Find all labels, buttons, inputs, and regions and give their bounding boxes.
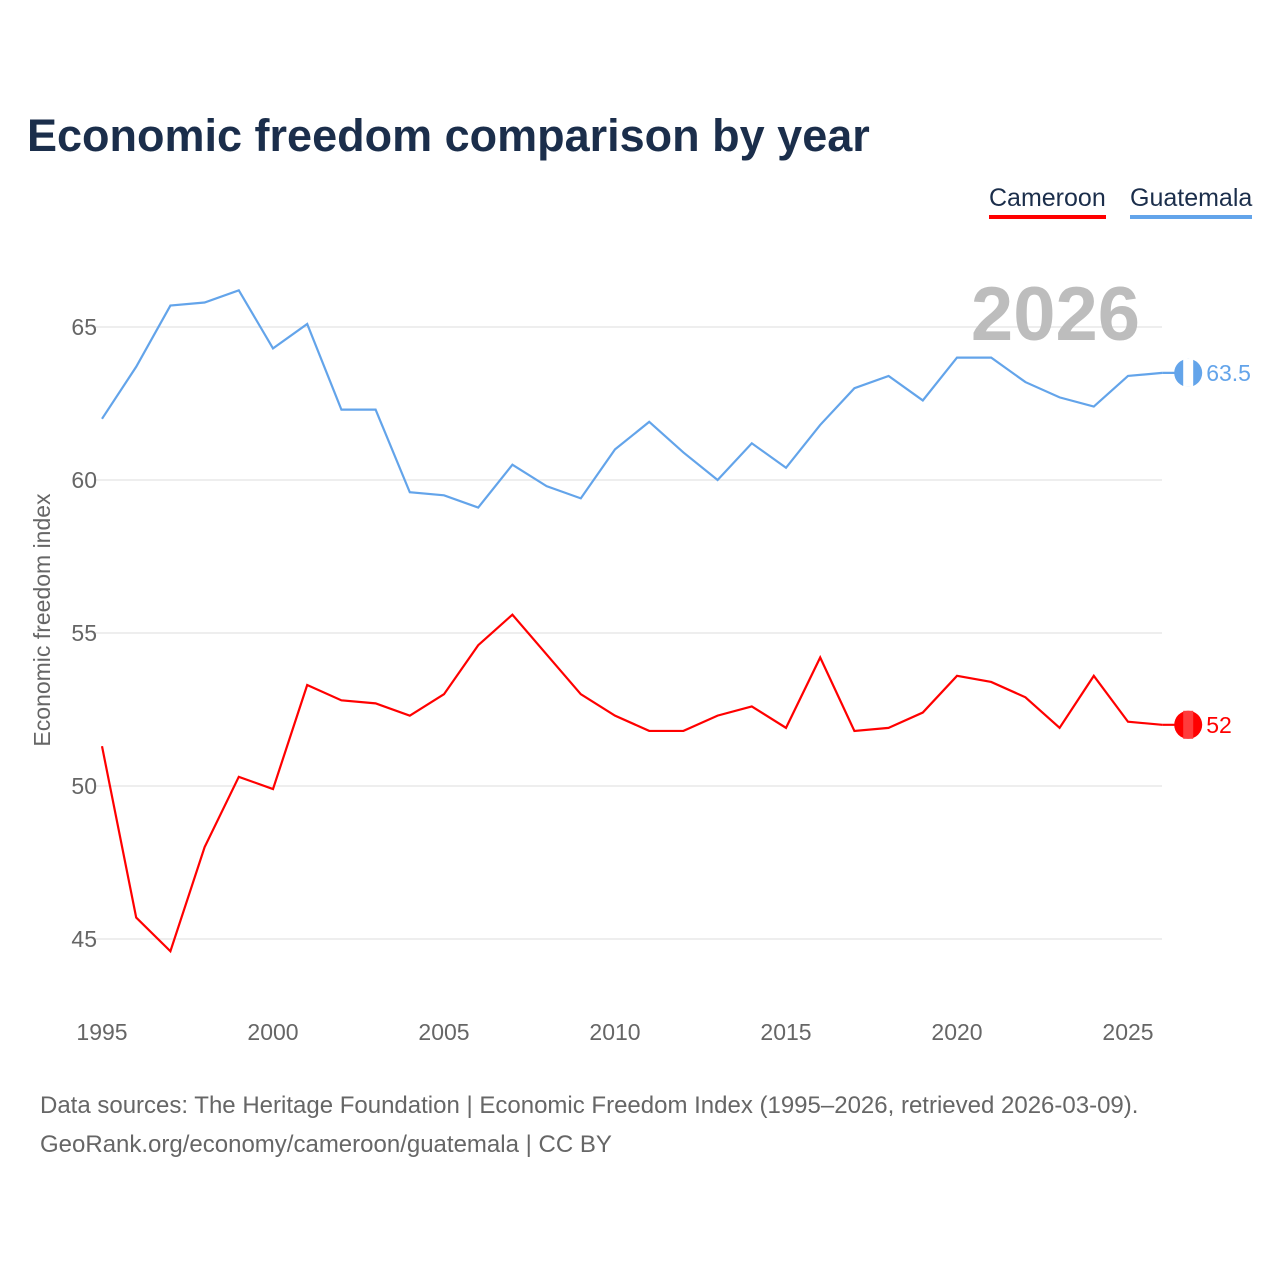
- data-point-cameroon: [783, 725, 789, 731]
- data-point-guatemala: [886, 373, 892, 379]
- data-point-cameroon: [167, 948, 173, 954]
- data-point-cameroon: [680, 728, 686, 734]
- data-point-guatemala: [509, 462, 515, 468]
- data-point-cameroon: [886, 725, 892, 731]
- data-point-guatemala: [373, 407, 379, 413]
- x-tick-label: 2020: [931, 1019, 982, 1045]
- legend-cameroon[interactable]: Cameroon: [989, 184, 1106, 219]
- data-point-cameroon: [236, 774, 242, 780]
- series-line-cameroon: [100, 613, 1163, 954]
- source-line-2[interactable]: GeoRank.org/economy/cameroon/guatemala |…: [40, 1131, 612, 1158]
- data-point-guatemala: [167, 303, 173, 309]
- data-point-cameroon: [1091, 673, 1097, 679]
- data-point-cameroon: [304, 682, 310, 688]
- series-line-guatemala: [101, 288, 1163, 509]
- data-point-guatemala: [920, 397, 926, 403]
- data-point-cameroon: [646, 728, 652, 734]
- data-point-cameroon: [270, 786, 276, 792]
- data-point-guatemala: [475, 505, 481, 511]
- x-tick-label: 2025: [1102, 1019, 1153, 1045]
- x-tick-label: 2005: [418, 1019, 469, 1045]
- flag-stripe: [1183, 358, 1194, 387]
- flag-stripe: [1183, 710, 1194, 739]
- data-point-guatemala: [1057, 394, 1063, 400]
- source-line-1: Data sources: The Heritage Foundation | …: [40, 1092, 1139, 1119]
- legend-guatemala[interactable]: Guatemala: [1130, 184, 1253, 219]
- data-point-guatemala: [646, 419, 652, 425]
- data-point-cameroon: [475, 642, 481, 648]
- data-point-cameroon: [407, 713, 413, 719]
- data-point-guatemala: [304, 321, 310, 327]
- data-point-cameroon: [817, 654, 823, 660]
- data-point-cameroon: [749, 703, 755, 709]
- data-point-guatemala: [715, 477, 721, 483]
- data-point-guatemala: [407, 489, 413, 495]
- data-point-guatemala: [749, 440, 755, 446]
- y-tick-label: 45: [71, 926, 97, 952]
- y-tick-label: 65: [71, 314, 97, 340]
- x-tick-label: 1995: [76, 1019, 127, 1045]
- data-point-guatemala: [851, 385, 857, 391]
- data-point-cameroon: [99, 743, 105, 749]
- data-point-cameroon: [715, 713, 721, 719]
- data-point-cameroon: [954, 673, 960, 679]
- data-point-guatemala: [202, 300, 208, 306]
- data-point-guatemala: [544, 483, 550, 489]
- data-point-cameroon: [1057, 725, 1063, 731]
- data-point-cameroon: [441, 691, 447, 697]
- data-point-guatemala: [1091, 404, 1097, 410]
- data-point-cameroon: [988, 679, 994, 685]
- data-point-guatemala: [441, 492, 447, 498]
- x-tick-label: 2000: [247, 1019, 298, 1045]
- data-point-cameroon: [509, 612, 515, 618]
- data-point-cameroon: [1022, 694, 1028, 700]
- data-point-guatemala: [270, 345, 276, 351]
- y-axis-label: Economic freedom index: [29, 493, 55, 747]
- year-watermark: 2026: [971, 272, 1140, 357]
- data-point-guatemala: [680, 449, 686, 455]
- y-tick-label: 50: [71, 773, 97, 799]
- data-point-cameroon: [338, 697, 344, 703]
- data-point-guatemala: [99, 416, 105, 422]
- end-value-label-guatemala: 63.5: [1206, 360, 1251, 386]
- y-tick-label: 55: [71, 620, 97, 646]
- data-point-guatemala: [1022, 379, 1028, 385]
- data-point-guatemala: [338, 407, 344, 413]
- y-tick-label: 60: [71, 467, 97, 493]
- data-point-guatemala: [612, 446, 618, 452]
- data-point-guatemala: [1125, 373, 1131, 379]
- data-point-cameroon: [851, 728, 857, 734]
- data-point-guatemala: [783, 465, 789, 471]
- data-point-guatemala: [817, 422, 823, 428]
- data-point-guatemala: [236, 287, 242, 293]
- data-point-cameroon: [373, 700, 379, 706]
- data-point-cameroon: [202, 844, 208, 850]
- data-point-cameroon: [133, 915, 139, 921]
- data-point-cameroon: [1125, 719, 1131, 725]
- data-point-guatemala: [988, 355, 994, 361]
- x-tick-label: 2010: [589, 1019, 640, 1045]
- source-note: Data sources: The Heritage Foundation | …: [40, 1086, 1138, 1164]
- data-point-cameroon: [612, 713, 618, 719]
- data-point-guatemala: [578, 495, 584, 501]
- x-tick-label: 2015: [760, 1019, 811, 1045]
- data-point-guatemala: [954, 355, 960, 361]
- data-point-cameroon: [544, 651, 550, 657]
- end-value-label-cameroon: 52: [1206, 712, 1232, 738]
- data-point-guatemala: [133, 364, 139, 370]
- data-point-cameroon: [920, 710, 926, 716]
- data-point-cameroon: [578, 691, 584, 697]
- chart-title: Economic freedom comparison by year: [27, 110, 870, 161]
